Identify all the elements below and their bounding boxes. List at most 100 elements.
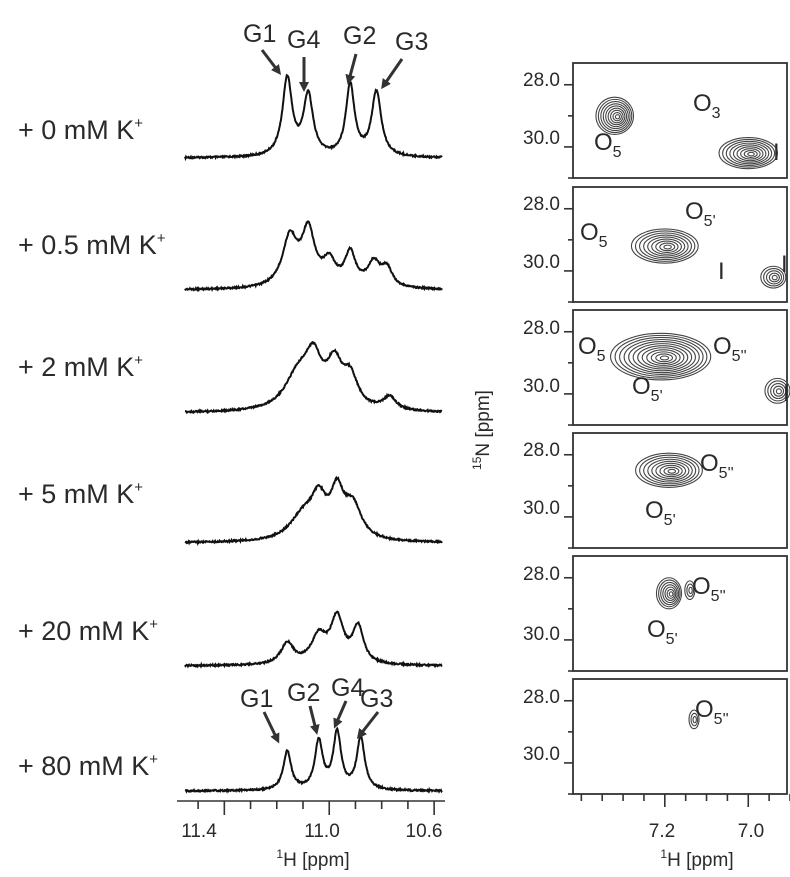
contour-ring [686,583,695,598]
contour-ring [763,268,785,287]
p1-label-o5: O5 [594,129,622,161]
contour-ring [668,591,674,597]
left-x-axis: 11.4 11.0 10.6 1H [ppm] [177,800,445,871]
hsqc-panel-0 [564,62,788,179]
spectrum-trace-5 [184,726,443,794]
contour-ring [659,464,683,478]
right-y-axis-title: 15N [ppm] [470,390,494,470]
contour-ring [718,137,779,170]
contour-ring [651,238,682,255]
p2-label-i-left: I [718,258,725,285]
contour-ring [647,458,693,483]
contour-ring [610,109,624,124]
contour-ring [643,456,697,485]
contour-ring [760,265,787,289]
condition-label-0.5mM: + 0.5 mM K+ [18,230,166,260]
contour-ring [729,142,770,165]
spectra-traces [184,73,443,794]
condition-labels: + 0 mM K+ + 0.5 mM K+ + 2 mM K+ + 5 mM K… [18,115,166,781]
p1-label-i: I [773,139,780,166]
peak-arrow-g3-top [381,58,404,90]
p4-ytick-30: 30.0 [523,498,560,519]
contour-ring [647,236,686,257]
spectrum-trace-0 [184,73,443,162]
p2-label-o5p: O5' [685,198,716,230]
hsqc-peak-1-0 [630,228,699,264]
contour-ring [634,230,696,262]
peak-arrow-g3-bottom [356,711,380,739]
contour-ring [664,586,677,601]
hsqc-frame-2 [572,309,788,426]
contour-ring [659,242,676,252]
hsqc-peak-3-0 [635,452,703,488]
hsqc-frame-3 [572,432,788,549]
contour-ring [768,272,780,283]
hsqc-peak-5-0 [688,709,700,730]
hsqc-peak-0-1 [718,137,779,170]
contour-ring [659,355,670,361]
contour-ring [614,334,708,379]
contour-ring [658,579,681,608]
p3-label-o5: O5 [578,333,606,365]
contour-ring [655,462,687,480]
contour-ring [690,712,699,727]
contour-ring [655,240,679,254]
hsqc-y-tick-labels: 28.0 30.0 28.0 30.0 28.0 30.0 28.0 30.0 … [523,70,560,765]
p1-ytick-28: 28.0 [523,70,560,91]
peak-label-g1-bottom: G1 [240,685,273,713]
contour-ring [772,385,785,397]
contour-ring [736,146,764,162]
contour-ring [666,588,675,599]
contour-ring [663,244,672,250]
left-axis-title: 1H [ppm] [276,847,349,871]
contour-ring [639,454,700,487]
p2-ytick-28: 28.0 [523,194,560,215]
p4-label-o5pp: O5'' [700,450,734,482]
peak-label-g4-top: G4 [287,26,320,54]
peak-label-g1-top: G1 [243,20,276,48]
top-peak-assignments: G1 G4 G2 G3 [243,20,428,92]
p3-label-o5p: O5' [632,373,663,405]
condition-label-5mM: + 5 mM K+ [18,479,143,509]
p6-ytick-30: 30.0 [523,744,560,765]
contour-ring [765,270,783,285]
peak-label-g3-bottom: G3 [360,685,393,713]
hsqc-panel-1 [564,186,788,303]
contour-ring [646,349,681,366]
peak-arrow-g2-bottom [308,705,320,735]
p1-label-o3: O3 [693,90,721,122]
contour-ring [663,466,680,476]
hsqc-peak-4-1 [684,580,696,601]
contour-ring [740,148,761,160]
hsqc-frame-4 [572,555,788,672]
hsqc-xtick-7.0: 7.0 [738,821,764,842]
p5-label-o5p: O5' [647,616,678,648]
hsqc-peak-1-1 [760,265,787,289]
contour-ring [637,345,689,370]
spectrum-trace-2 [184,340,443,415]
peak-label-g4-bottom: G4 [331,674,364,702]
contour-ring [655,353,674,363]
contour-ring [655,577,683,610]
contour-ring [732,144,767,163]
contour-ring [662,584,678,604]
peak-label-g2-top: G2 [343,22,376,50]
hsqc-frame-1 [572,186,788,303]
contour-ring [770,383,787,400]
hsqc-x-axis-title: 1H [ppm] [660,847,733,871]
hsqc-panels [564,62,790,807]
left-tick-label-11.4: 11.4 [181,821,217,842]
contour-ring [692,715,697,724]
contour-ring [632,343,693,372]
contour-ring [638,232,693,261]
left-tick-label-11.0: 11.0 [304,821,340,842]
contour-ring [612,111,622,122]
contour-ring [597,98,633,134]
hsqc-panel-5 [564,678,788,795]
contour-ring [614,114,621,120]
peak-arrow-g4-bottom [333,700,348,729]
condition-label-2mM: + 2 mM K+ [18,352,143,382]
left-axis-ticks [197,801,435,815]
hsqc-peak-2-0 [610,332,712,381]
